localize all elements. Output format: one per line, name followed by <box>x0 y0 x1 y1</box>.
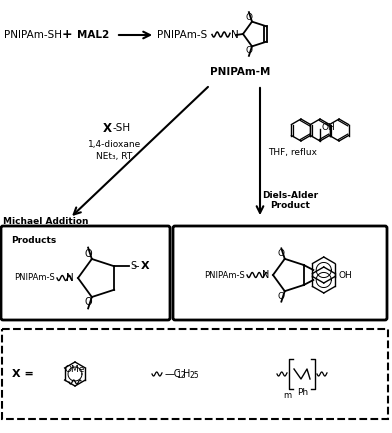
Text: H: H <box>183 369 191 379</box>
Text: O: O <box>278 249 285 259</box>
Text: X =: X = <box>12 369 34 379</box>
FancyBboxPatch shape <box>173 226 387 320</box>
Text: N: N <box>261 270 269 280</box>
Text: O: O <box>84 249 92 259</box>
Text: Diels-Alder: Diels-Alder <box>262 191 318 200</box>
Text: –: – <box>133 261 139 271</box>
Text: MAL2: MAL2 <box>77 30 109 40</box>
Text: -SH: -SH <box>113 123 131 133</box>
Text: OH: OH <box>339 271 352 280</box>
Text: Product: Product <box>270 201 310 210</box>
Text: O: O <box>84 297 92 307</box>
Text: N: N <box>66 273 74 283</box>
Text: PNIPAm-M: PNIPAm-M <box>210 67 270 77</box>
Text: NEt₃, RT: NEt₃, RT <box>96 152 132 162</box>
Text: PNIPAm-SH: PNIPAm-SH <box>4 30 62 40</box>
Text: PNIPAm-S: PNIPAm-S <box>157 30 207 40</box>
Text: O: O <box>278 292 285 301</box>
FancyBboxPatch shape <box>2 329 388 419</box>
Text: THF, reflux: THF, reflux <box>268 148 317 156</box>
Text: N: N <box>231 30 239 40</box>
Text: O: O <box>245 13 252 22</box>
Text: Ph: Ph <box>298 388 309 397</box>
Text: +: + <box>62 29 72 42</box>
Text: X: X <box>103 122 112 135</box>
Text: m: m <box>283 391 291 400</box>
Text: Products: Products <box>11 236 56 245</box>
Text: Michael Addition: Michael Addition <box>3 217 89 226</box>
Text: 25: 25 <box>190 372 200 381</box>
Text: PNIPAm-S: PNIPAm-S <box>14 274 55 282</box>
Text: PNIPAm-S: PNIPAm-S <box>204 271 245 279</box>
FancyBboxPatch shape <box>1 226 170 320</box>
Text: OH: OH <box>322 123 336 132</box>
Text: 1,4-dioxane: 1,4-dioxane <box>88 140 141 149</box>
Text: OMe: OMe <box>65 365 85 374</box>
Text: 12: 12 <box>176 372 185 381</box>
Text: X: X <box>141 261 150 271</box>
Text: O: O <box>245 46 252 55</box>
Text: S: S <box>130 261 136 271</box>
Text: —C: —C <box>165 369 181 379</box>
